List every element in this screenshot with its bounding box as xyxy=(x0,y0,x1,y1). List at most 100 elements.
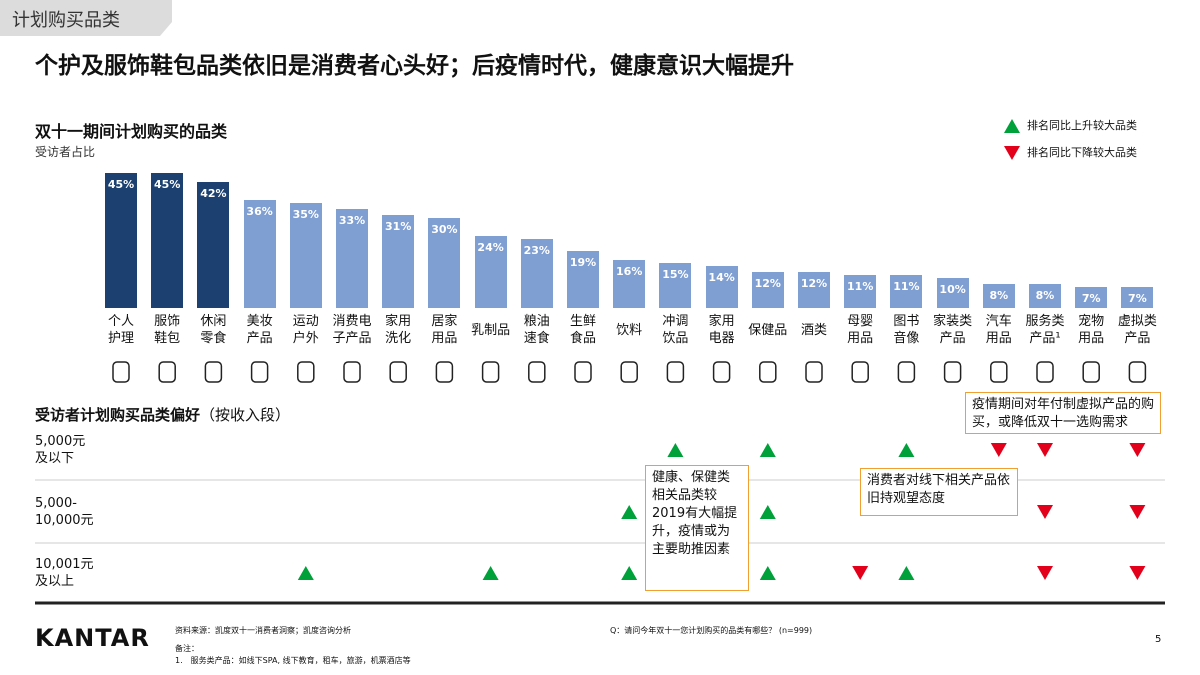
rank-marker xyxy=(898,566,915,580)
category-label: 居家 用品 xyxy=(431,314,458,346)
chart-subtitle: 受访者占比 xyxy=(35,145,96,159)
value-label: 23% xyxy=(523,244,550,257)
bar xyxy=(613,260,646,308)
category-icon xyxy=(943,361,962,383)
category-icon xyxy=(712,361,731,383)
category-label: 冲调 饮品 xyxy=(662,314,689,346)
category-icon xyxy=(990,361,1008,383)
legend-label: 排名同比上升较大品类 xyxy=(1027,119,1137,132)
rank-marker xyxy=(990,443,1007,457)
bar xyxy=(1075,287,1108,308)
bar xyxy=(982,284,1015,308)
bar xyxy=(751,272,784,308)
category-label: 保健品 xyxy=(748,322,788,338)
category-label: 乳制品 xyxy=(471,322,511,338)
category-label: 宠物 用品 xyxy=(1078,314,1105,346)
category-icon xyxy=(897,361,916,383)
category-label: 母婴 用品 xyxy=(847,314,874,346)
chart-title: 双十一期间计划购买的品类 xyxy=(35,122,228,141)
note: 1. 服务类产品：如线下SPA, 线下教育，租车，旅游，机票酒店等 xyxy=(175,656,411,665)
category-icon xyxy=(666,361,685,383)
category-label: 图书 音像 xyxy=(893,314,920,346)
bar xyxy=(520,239,553,308)
category-icon xyxy=(158,361,176,383)
value-label: 24% xyxy=(477,241,504,254)
value-label: 31% xyxy=(385,220,412,233)
category-label: 酒类 xyxy=(800,322,827,338)
value-label: 45% xyxy=(154,178,181,191)
value-label: 7% xyxy=(1128,292,1147,305)
tab-bg xyxy=(0,0,172,36)
value-label: 14% xyxy=(708,271,735,284)
value-label: 12% xyxy=(754,277,781,290)
category-label: 家用 洗化 xyxy=(385,314,412,346)
bar xyxy=(105,173,137,308)
rank-marker xyxy=(1129,566,1146,580)
rank-marker xyxy=(297,566,314,580)
rank-marker xyxy=(1129,443,1146,457)
callout: 疫情期间对年付制虚拟产品的购买，或降低双十一选购需求 xyxy=(965,392,1161,434)
category-icon xyxy=(112,361,130,383)
bar xyxy=(1029,284,1061,308)
category-label: 粮油 速食 xyxy=(523,314,550,346)
bar xyxy=(474,236,507,308)
rank-marker xyxy=(852,566,869,580)
rank-marker xyxy=(621,505,638,519)
category-label: 服饰 鞋包 xyxy=(154,314,181,346)
rank-marker xyxy=(1129,505,1146,519)
category-icon xyxy=(1082,361,1100,383)
callout: 消费者对线下相关产品依旧持观望态度 xyxy=(860,468,1018,516)
category-label: 休闲 零食 xyxy=(200,314,227,346)
value-label: 35% xyxy=(292,208,319,221)
value-label: 10% xyxy=(939,283,966,296)
category-icon xyxy=(574,361,592,383)
bar xyxy=(890,275,923,308)
question: Q：请问今年双十一您计划购买的品类有哪些？ (n=999) xyxy=(610,626,813,635)
category-icon xyxy=(1036,361,1054,383)
value-label: 45% xyxy=(107,178,135,191)
value-label: 16% xyxy=(616,265,643,278)
legend-marker xyxy=(1004,146,1020,160)
bar xyxy=(1121,287,1154,308)
category-label: 家装类 产品 xyxy=(933,314,973,346)
value-label: 42% xyxy=(200,187,227,200)
matrix-title: 受访者计划购买品类偏好（按收入段） xyxy=(35,404,290,425)
bar xyxy=(798,272,830,308)
rank-marker xyxy=(759,566,776,580)
page-number: 5 xyxy=(1155,634,1162,645)
value-label: 30% xyxy=(431,223,458,236)
rank-marker xyxy=(759,443,776,457)
row-label: 10,001元 及以上 xyxy=(35,557,94,589)
category-label: 饮料 xyxy=(616,322,643,338)
note-title: 备注： xyxy=(175,644,199,653)
headline: 个护及服饰鞋包品类依旧是消费者心头好；后疫情时代，健康意识大幅提升 xyxy=(35,53,794,79)
category-label: 汽车 用品 xyxy=(985,314,1012,346)
bar xyxy=(705,266,738,308)
matrix-title-main: 受访者计划购买品类偏好 xyxy=(35,406,201,424)
category-icon xyxy=(343,361,361,383)
value-label: 36% xyxy=(246,205,273,218)
category-label: 消费电 子产品 xyxy=(332,314,372,346)
rank-marker xyxy=(482,566,499,580)
bar xyxy=(289,203,322,308)
bar xyxy=(197,182,230,308)
bar xyxy=(243,200,276,308)
value-label: 11% xyxy=(847,280,874,293)
callout: 健康、保健类相关品类较2019有大幅提升，疫情或为主要助推因素 xyxy=(645,465,749,591)
category-icon xyxy=(620,361,638,383)
bar xyxy=(336,209,368,308)
category-icon xyxy=(297,361,315,383)
source: 资料来源：凯度双十一消费者洞察；凯度咨询分析 xyxy=(175,626,351,635)
tab-label: 计划购买品类 xyxy=(12,10,120,31)
category-icon xyxy=(389,361,407,383)
value-label: 12% xyxy=(800,277,828,290)
bar xyxy=(936,278,969,308)
category-label: 生鲜 食品 xyxy=(569,314,596,346)
rank-marker xyxy=(1037,443,1053,457)
bar xyxy=(151,173,184,308)
rank-marker xyxy=(759,505,776,519)
value-label: 19% xyxy=(569,256,597,269)
rank-marker xyxy=(667,443,684,457)
legend-marker xyxy=(1004,119,1020,133)
